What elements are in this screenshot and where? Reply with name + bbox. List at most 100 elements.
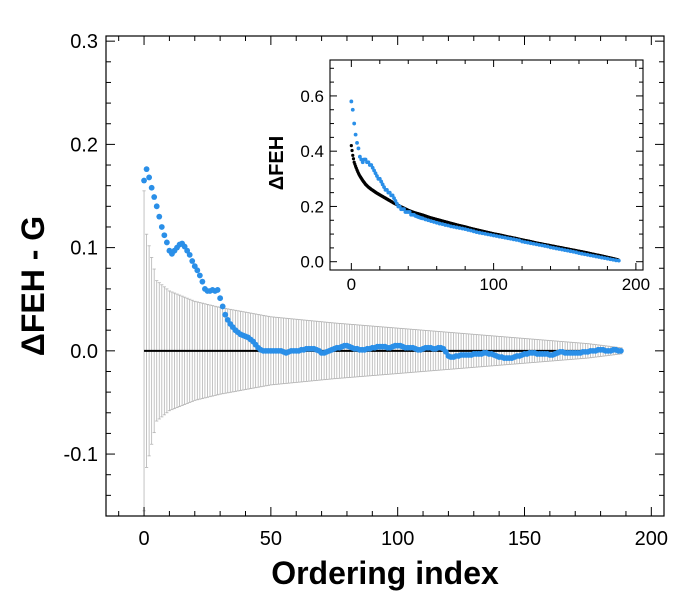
- inset-data-point: [605, 256, 610, 261]
- inset-data-point: [591, 254, 596, 258]
- main-plot-frame: [105, 35, 665, 517]
- inset-data-point: [611, 257, 616, 262]
- main-data-point: [186, 251, 193, 258]
- main-x-axis-label: Ordering index: [271, 555, 499, 591]
- inset-data-point: [437, 221, 442, 226]
- inset-x-tick-label: 100: [479, 275, 507, 294]
- inset-reference-point: [351, 153, 355, 157]
- main-x-tick-label: 0: [138, 528, 149, 550]
- inset-data-point: [571, 249, 576, 254]
- inset-data-point: [582, 252, 587, 257]
- inset-data-point: [477, 230, 482, 235]
- inset-data-point: [554, 246, 559, 251]
- inset-data-point: [565, 248, 570, 253]
- inset-data-point: [474, 230, 479, 235]
- inset-background: [330, 60, 643, 270]
- inset-data-point: [585, 252, 590, 257]
- inset-data-point: [557, 247, 561, 251]
- inset-data-point: [525, 240, 530, 245]
- main-axis-ticks: [106, 36, 664, 517]
- inset-data-point: [488, 233, 493, 237]
- inset-reference-point: [350, 148, 354, 153]
- main-data-point: [143, 166, 150, 173]
- inset-y-tick-label: 0.0: [300, 253, 324, 272]
- inset-data-point: [480, 231, 485, 236]
- main-x-tick-label: 100: [381, 528, 414, 550]
- main-y-tick-label: 0.0: [70, 341, 98, 363]
- main-data-point: [222, 311, 229, 318]
- inset-data-point: [353, 132, 358, 137]
- inset-data-point: [483, 231, 487, 236]
- inset-data-point: [537, 242, 542, 247]
- inset-data-point: [494, 234, 499, 238]
- main-x-tick-labels: 0 50 100 150 200: [138, 528, 668, 550]
- inset-data-point: [349, 99, 354, 104]
- inset-y-tick-label: 0.4: [300, 142, 324, 161]
- inset-data-point: [542, 244, 547, 248]
- main-x-tick-label: 50: [260, 528, 282, 550]
- inset-data-point: [523, 240, 527, 244]
- inset-data-point: [608, 257, 613, 262]
- inset-data-point: [505, 236, 510, 241]
- inset-x-tick-label: 200: [622, 275, 650, 294]
- inset-data-point: [420, 216, 425, 221]
- main-data-point: [196, 272, 203, 279]
- inset-data-point: [540, 243, 544, 248]
- main-data-point: [153, 203, 160, 210]
- inset-data-point: [531, 241, 536, 246]
- inset-data-points: [349, 99, 621, 263]
- inset-reference-point: [349, 144, 353, 148]
- inset-data-point: [579, 251, 584, 256]
- inset-data-point: [599, 255, 604, 260]
- inset-y-tick-label: 0.2: [300, 197, 324, 216]
- inset-data-point: [454, 225, 459, 230]
- inset-data-point: [497, 234, 502, 239]
- main-data-point: [217, 295, 224, 302]
- inset-data-point: [602, 256, 607, 261]
- main-data-point: [161, 232, 168, 239]
- inset-data-point: [449, 224, 453, 229]
- inset-reference-point: [351, 157, 356, 161]
- main-x-tick-label: 200: [635, 528, 668, 550]
- main-data-point: [156, 213, 163, 220]
- inset-x-tick-label: 0: [347, 275, 356, 294]
- inset-data-point: [511, 237, 516, 242]
- main-data-point: [194, 267, 201, 274]
- inset-data-point: [517, 238, 522, 243]
- main-data-point: [199, 278, 206, 285]
- main-data-point: [146, 174, 153, 181]
- main-data-point: [617, 347, 624, 354]
- inset-data-point: [355, 140, 359, 145]
- inset-data-point: [350, 107, 355, 112]
- inset-data-point: [460, 226, 465, 231]
- inset-y-tick-label: 0.6: [300, 87, 324, 106]
- inset-data-point: [548, 245, 553, 250]
- inset-data-point: [596, 255, 601, 259]
- inset-data-point: [614, 258, 618, 263]
- inset-data-point: [616, 258, 621, 263]
- inset-data-point: [466, 228, 470, 232]
- inset-data-point: [520, 239, 524, 244]
- inset-data-point: [457, 226, 462, 230]
- inset-y-tick-labels: 0.0 0.2 0.4 0.6: [300, 87, 324, 272]
- inset-data-point: [451, 224, 456, 229]
- inset-axis-ticks: [330, 60, 643, 270]
- main-data-point: [163, 239, 170, 246]
- main-y-axis-label: ΔFEH - G: [15, 216, 51, 356]
- inset-data-point: [568, 249, 573, 254]
- main-data-point: [219, 303, 226, 310]
- main-data-point: [158, 224, 165, 230]
- inset-data-point: [588, 253, 593, 258]
- main-data-point: [148, 184, 155, 191]
- main-data-points: [141, 166, 624, 361]
- inset-y-axis-label: ΔFEH: [266, 136, 288, 190]
- inset-data-point: [534, 242, 539, 247]
- inset-data-point: [560, 247, 564, 252]
- inset-data-point: [508, 236, 513, 241]
- main-y-tick-label: 0.3: [70, 31, 98, 53]
- inset-data-point: [503, 235, 507, 240]
- inset-data-point: [594, 254, 598, 259]
- inset-data-point: [500, 235, 505, 240]
- main-x-tick-label: 150: [508, 528, 541, 550]
